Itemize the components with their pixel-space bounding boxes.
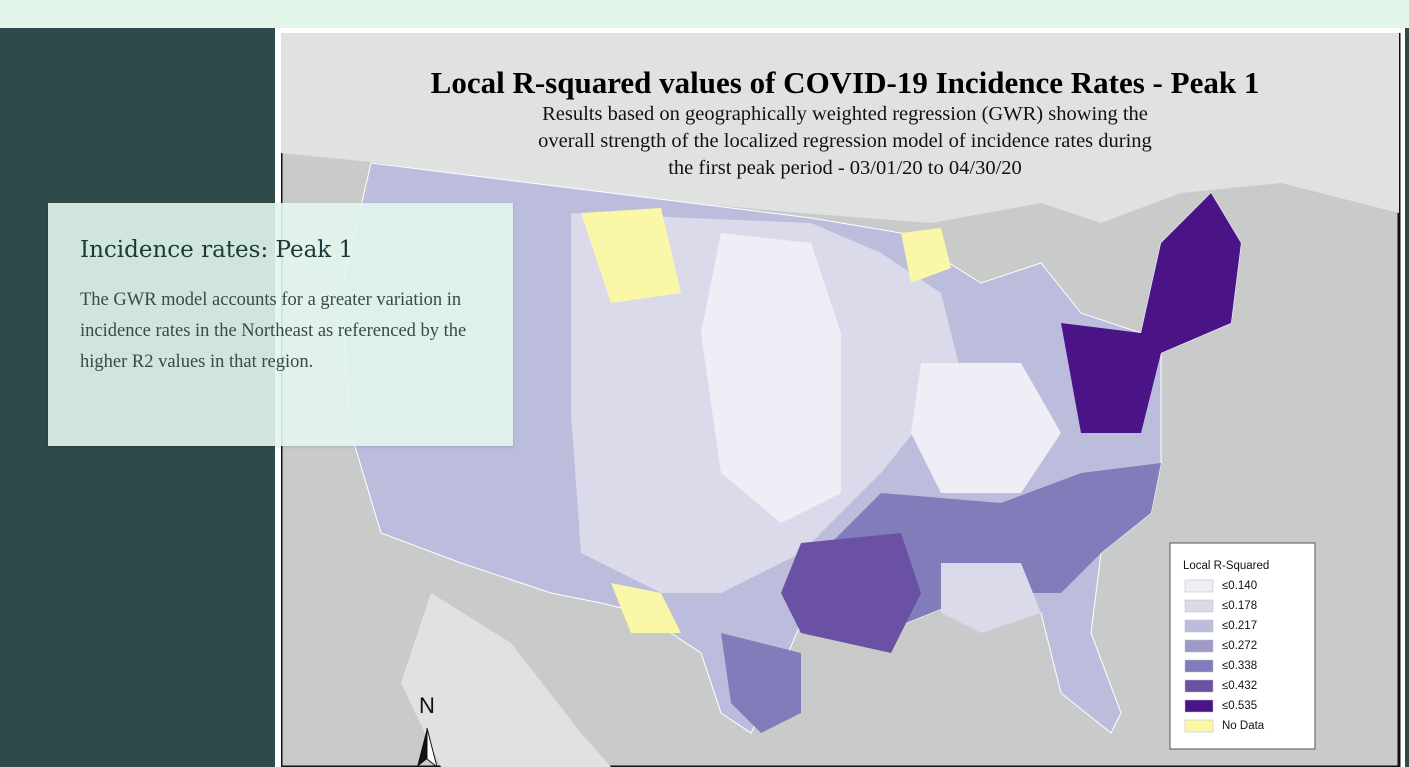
legend-swatch bbox=[1184, 579, 1214, 593]
card-title: Incidence rates: Peak 1 bbox=[80, 237, 354, 263]
legend: Local R-Squared ≤0.140 ≤0.178 ≤0.217 ≤0.272… bbox=[1169, 542, 1316, 750]
legend-swatch bbox=[1184, 639, 1214, 653]
land-canada bbox=[281, 33, 1399, 223]
map-image: Local R-squared values of COVID-19 Incid… bbox=[281, 33, 1401, 767]
legend-label: ≤0.535 bbox=[1222, 700, 1257, 712]
top-bar bbox=[0, 0, 1409, 28]
subtitle-line: Results based on geographically weighted… bbox=[542, 103, 1148, 125]
map-subtitle: Results based on geographically weighted… bbox=[538, 103, 1152, 179]
region-georgia bbox=[941, 563, 1041, 633]
region-northeast bbox=[1061, 193, 1241, 433]
north-arrow bbox=[426, 727, 438, 767]
legend-swatch bbox=[1184, 619, 1214, 633]
legend-title: Local R-Squared bbox=[1183, 560, 1269, 572]
legend-swatch bbox=[1184, 599, 1214, 613]
card-body: The GWR model accounts for a greater var… bbox=[80, 290, 467, 372]
legend-label: ≤0.178 bbox=[1222, 600, 1257, 612]
no-data-texas bbox=[611, 583, 681, 633]
panel-edge bbox=[1405, 28, 1409, 767]
no-data-michigan bbox=[901, 228, 951, 283]
legend-label: No Data bbox=[1222, 720, 1265, 732]
legend-swatch bbox=[1184, 679, 1214, 693]
legend-label: ≤0.338 bbox=[1222, 660, 1257, 672]
legend-items: ≤0.140 ≤0.178 ≤0.217 ≤0.272 ≤0.338 ≤0.432 ≤0.5… bbox=[1184, 579, 1265, 733]
land-mexico bbox=[401, 593, 611, 767]
legend-label: ≤0.432 bbox=[1222, 680, 1257, 692]
legend-label: ≤0.217 bbox=[1222, 620, 1257, 632]
legend-swatch bbox=[1184, 699, 1214, 713]
region-gulf bbox=[721, 633, 801, 733]
legend-label: ≤0.272 bbox=[1222, 640, 1257, 652]
subtitle-line: overall strength of the localized regres… bbox=[538, 130, 1152, 152]
legend-swatch bbox=[1184, 659, 1214, 673]
north-label: N bbox=[419, 693, 435, 718]
region-central bbox=[701, 233, 841, 523]
no-data-montana bbox=[581, 208, 681, 303]
legend-swatch bbox=[1184, 719, 1214, 733]
map-title: Local R-squared values of COVID-19 Incid… bbox=[431, 65, 1260, 100]
region-mississippi bbox=[781, 533, 921, 653]
legend-label: ≤0.140 bbox=[1222, 580, 1257, 592]
north-arrow bbox=[417, 728, 427, 767]
subtitle-line: the first peak period - 03/01/20 to 04/3… bbox=[668, 157, 1022, 179]
region-ohio bbox=[911, 363, 1061, 493]
story-card: Incidence rates: Peak 1 The GWR model ac… bbox=[48, 203, 513, 446]
